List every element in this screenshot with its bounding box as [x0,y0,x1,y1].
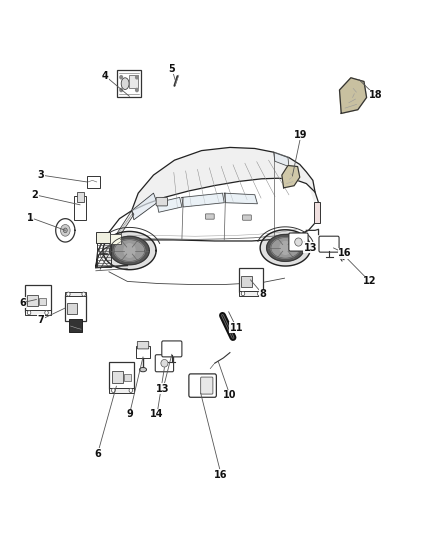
Circle shape [241,292,245,296]
FancyBboxPatch shape [112,371,123,383]
Text: 6: 6 [19,297,26,308]
FancyBboxPatch shape [156,197,167,206]
FancyBboxPatch shape [87,175,100,188]
FancyBboxPatch shape [39,298,46,305]
Circle shape [27,311,31,315]
FancyBboxPatch shape [239,291,263,296]
Text: 13: 13 [156,384,170,394]
Ellipse shape [295,238,302,246]
FancyBboxPatch shape [162,341,182,357]
Text: 14: 14 [150,409,164,419]
FancyBboxPatch shape [319,236,339,252]
Ellipse shape [161,359,168,367]
Text: 11: 11 [230,322,243,333]
FancyBboxPatch shape [124,374,131,381]
Polygon shape [260,230,311,266]
FancyBboxPatch shape [96,232,110,243]
Circle shape [258,292,261,296]
Text: 7: 7 [38,314,44,325]
Text: 6: 6 [94,449,101,458]
FancyBboxPatch shape [239,268,263,292]
FancyBboxPatch shape [25,285,51,312]
Polygon shape [271,238,300,258]
FancyBboxPatch shape [110,234,121,244]
Polygon shape [274,152,289,166]
FancyBboxPatch shape [289,233,308,251]
Polygon shape [132,148,315,211]
Text: 13: 13 [304,243,318,253]
Text: 16: 16 [338,248,351,258]
Circle shape [136,76,138,79]
Polygon shape [96,178,318,268]
FancyBboxPatch shape [138,342,149,349]
Text: 19: 19 [294,130,308,140]
Text: 1: 1 [27,213,34,223]
FancyBboxPatch shape [189,374,216,397]
FancyBboxPatch shape [65,295,86,321]
FancyBboxPatch shape [201,377,213,394]
Text: 4: 4 [102,71,109,81]
Polygon shape [132,193,157,220]
Circle shape [82,292,85,296]
FancyBboxPatch shape [65,292,86,296]
Polygon shape [280,241,291,254]
Polygon shape [224,193,258,204]
Text: 10: 10 [223,390,237,400]
Ellipse shape [64,228,67,233]
FancyBboxPatch shape [25,310,51,316]
Polygon shape [103,231,156,270]
Circle shape [112,388,115,392]
Ellipse shape [140,368,147,372]
FancyBboxPatch shape [130,75,138,88]
Text: 12: 12 [363,277,376,286]
Polygon shape [282,165,300,188]
FancyBboxPatch shape [155,355,173,372]
Circle shape [129,388,133,392]
Polygon shape [96,211,134,269]
Circle shape [45,311,48,315]
Text: 18: 18 [368,90,382,100]
FancyBboxPatch shape [69,319,82,332]
Circle shape [120,76,123,79]
Polygon shape [124,244,135,257]
FancyBboxPatch shape [74,196,86,220]
FancyBboxPatch shape [77,192,84,201]
Text: 16: 16 [215,470,228,480]
Polygon shape [182,193,224,207]
Text: 9: 9 [126,409,133,419]
Ellipse shape [121,78,129,90]
FancyBboxPatch shape [109,387,134,393]
Polygon shape [157,197,182,212]
Circle shape [136,88,138,92]
Text: 5: 5 [169,64,175,74]
Text: 2: 2 [32,190,38,200]
FancyBboxPatch shape [27,295,38,306]
Circle shape [120,88,123,92]
FancyBboxPatch shape [117,70,141,98]
Polygon shape [56,219,75,242]
Ellipse shape [60,224,70,236]
FancyBboxPatch shape [67,303,77,314]
Polygon shape [114,240,145,261]
Polygon shape [339,78,367,114]
Text: 8: 8 [259,289,266,299]
FancyBboxPatch shape [241,276,252,287]
Polygon shape [110,236,149,265]
FancyBboxPatch shape [243,215,251,220]
Circle shape [67,292,70,296]
FancyBboxPatch shape [314,202,320,223]
Text: 3: 3 [38,170,44,180]
FancyBboxPatch shape [109,362,134,389]
Polygon shape [267,235,304,261]
FancyBboxPatch shape [137,346,150,359]
FancyBboxPatch shape [205,214,214,219]
